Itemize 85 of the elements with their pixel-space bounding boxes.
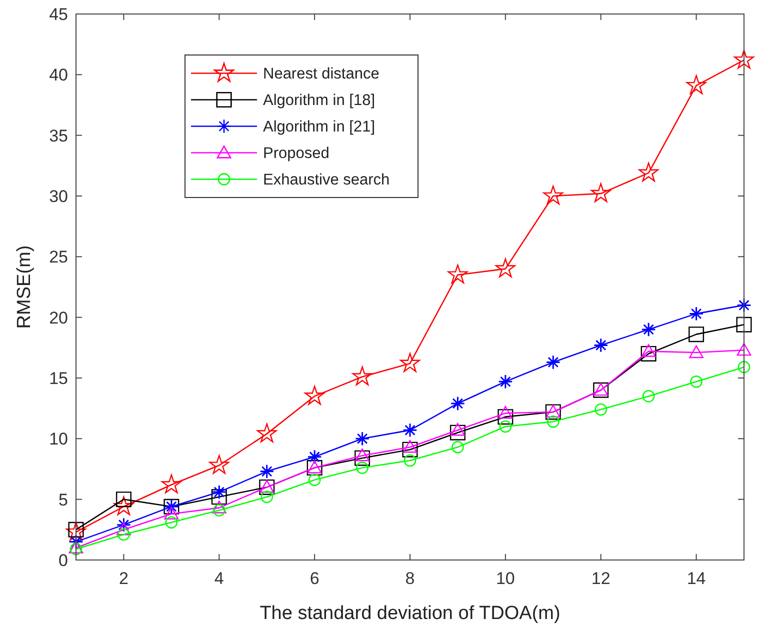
x-tick-label: 4 [214, 569, 224, 588]
point [448, 264, 468, 284]
point [736, 342, 752, 356]
point [450, 422, 465, 436]
x-tick-label: 14 [686, 569, 706, 588]
point [688, 326, 704, 342]
point [640, 346, 656, 362]
legend-label: Algorithm in [18] [263, 92, 375, 110]
y-tick-label: 15 [49, 368, 68, 388]
point [594, 403, 608, 416]
x-tick-label: 8 [405, 569, 415, 588]
point [450, 424, 466, 440]
point [116, 522, 131, 536]
point [404, 454, 416, 467]
point [498, 409, 514, 425]
point [211, 489, 227, 505]
point [165, 516, 178, 529]
point [452, 441, 464, 454]
legend-label: Nearest distance [263, 66, 380, 83]
point [164, 506, 179, 520]
y-tick-label: 35 [49, 126, 68, 146]
x-tick-label: 12 [591, 569, 610, 588]
point [498, 406, 513, 419]
x-tick-label: 6 [310, 569, 320, 588]
point [356, 462, 368, 474]
y-tick-label: 20 [49, 308, 68, 328]
point [114, 496, 134, 516]
point [68, 534, 84, 550]
y-tick-label: 40 [49, 66, 68, 85]
point [256, 423, 277, 442]
point [736, 316, 752, 332]
y-tick-label: 30 [49, 186, 68, 206]
point [402, 442, 418, 458]
point [499, 420, 512, 433]
point [212, 484, 226, 500]
point [400, 352, 420, 372]
point [260, 464, 274, 479]
point [402, 440, 418, 453]
point [638, 162, 659, 182]
point [304, 386, 325, 405]
x-tick-label: 2 [118, 569, 128, 588]
point [590, 183, 611, 202]
point [688, 306, 704, 322]
point [642, 390, 655, 402]
point [308, 474, 321, 486]
point [354, 431, 370, 446]
point [450, 396, 466, 411]
point [212, 504, 226, 516]
point [161, 474, 182, 494]
point [307, 450, 322, 464]
point [738, 360, 750, 374]
y-tick-label: 10 [49, 430, 68, 449]
point [260, 490, 274, 504]
y-tick-label: 5 [58, 490, 68, 510]
point [118, 528, 130, 541]
point [354, 450, 370, 466]
point [209, 454, 230, 474]
legend-label: Algorithm in [21] [263, 118, 375, 136]
point [686, 75, 706, 94]
point [543, 186, 564, 205]
point [355, 448, 370, 462]
y-tick-label: 45 [49, 4, 68, 24]
point [495, 258, 516, 278]
point [641, 344, 656, 357]
legend-label: Proposed [263, 145, 330, 162]
x-tick-label: 10 [496, 569, 515, 588]
point [352, 366, 372, 386]
point [690, 376, 702, 388]
point [689, 345, 704, 358]
x-axis-title: The standard deviation of TDOA(m) [260, 603, 560, 624]
point [402, 422, 418, 438]
point [546, 416, 560, 428]
point [736, 298, 752, 313]
point [66, 522, 86, 541]
point [116, 517, 132, 532]
legend-label: Exhaustive search [263, 172, 390, 189]
point [212, 500, 226, 514]
point [641, 322, 656, 337]
point [498, 374, 513, 389]
y-axis-title: RMSE(m) [14, 245, 35, 329]
point [734, 50, 754, 69]
point [546, 354, 560, 370]
point [594, 338, 608, 353]
y-tick-label: 25 [49, 248, 68, 267]
y-tick-label: 0 [58, 550, 68, 570]
